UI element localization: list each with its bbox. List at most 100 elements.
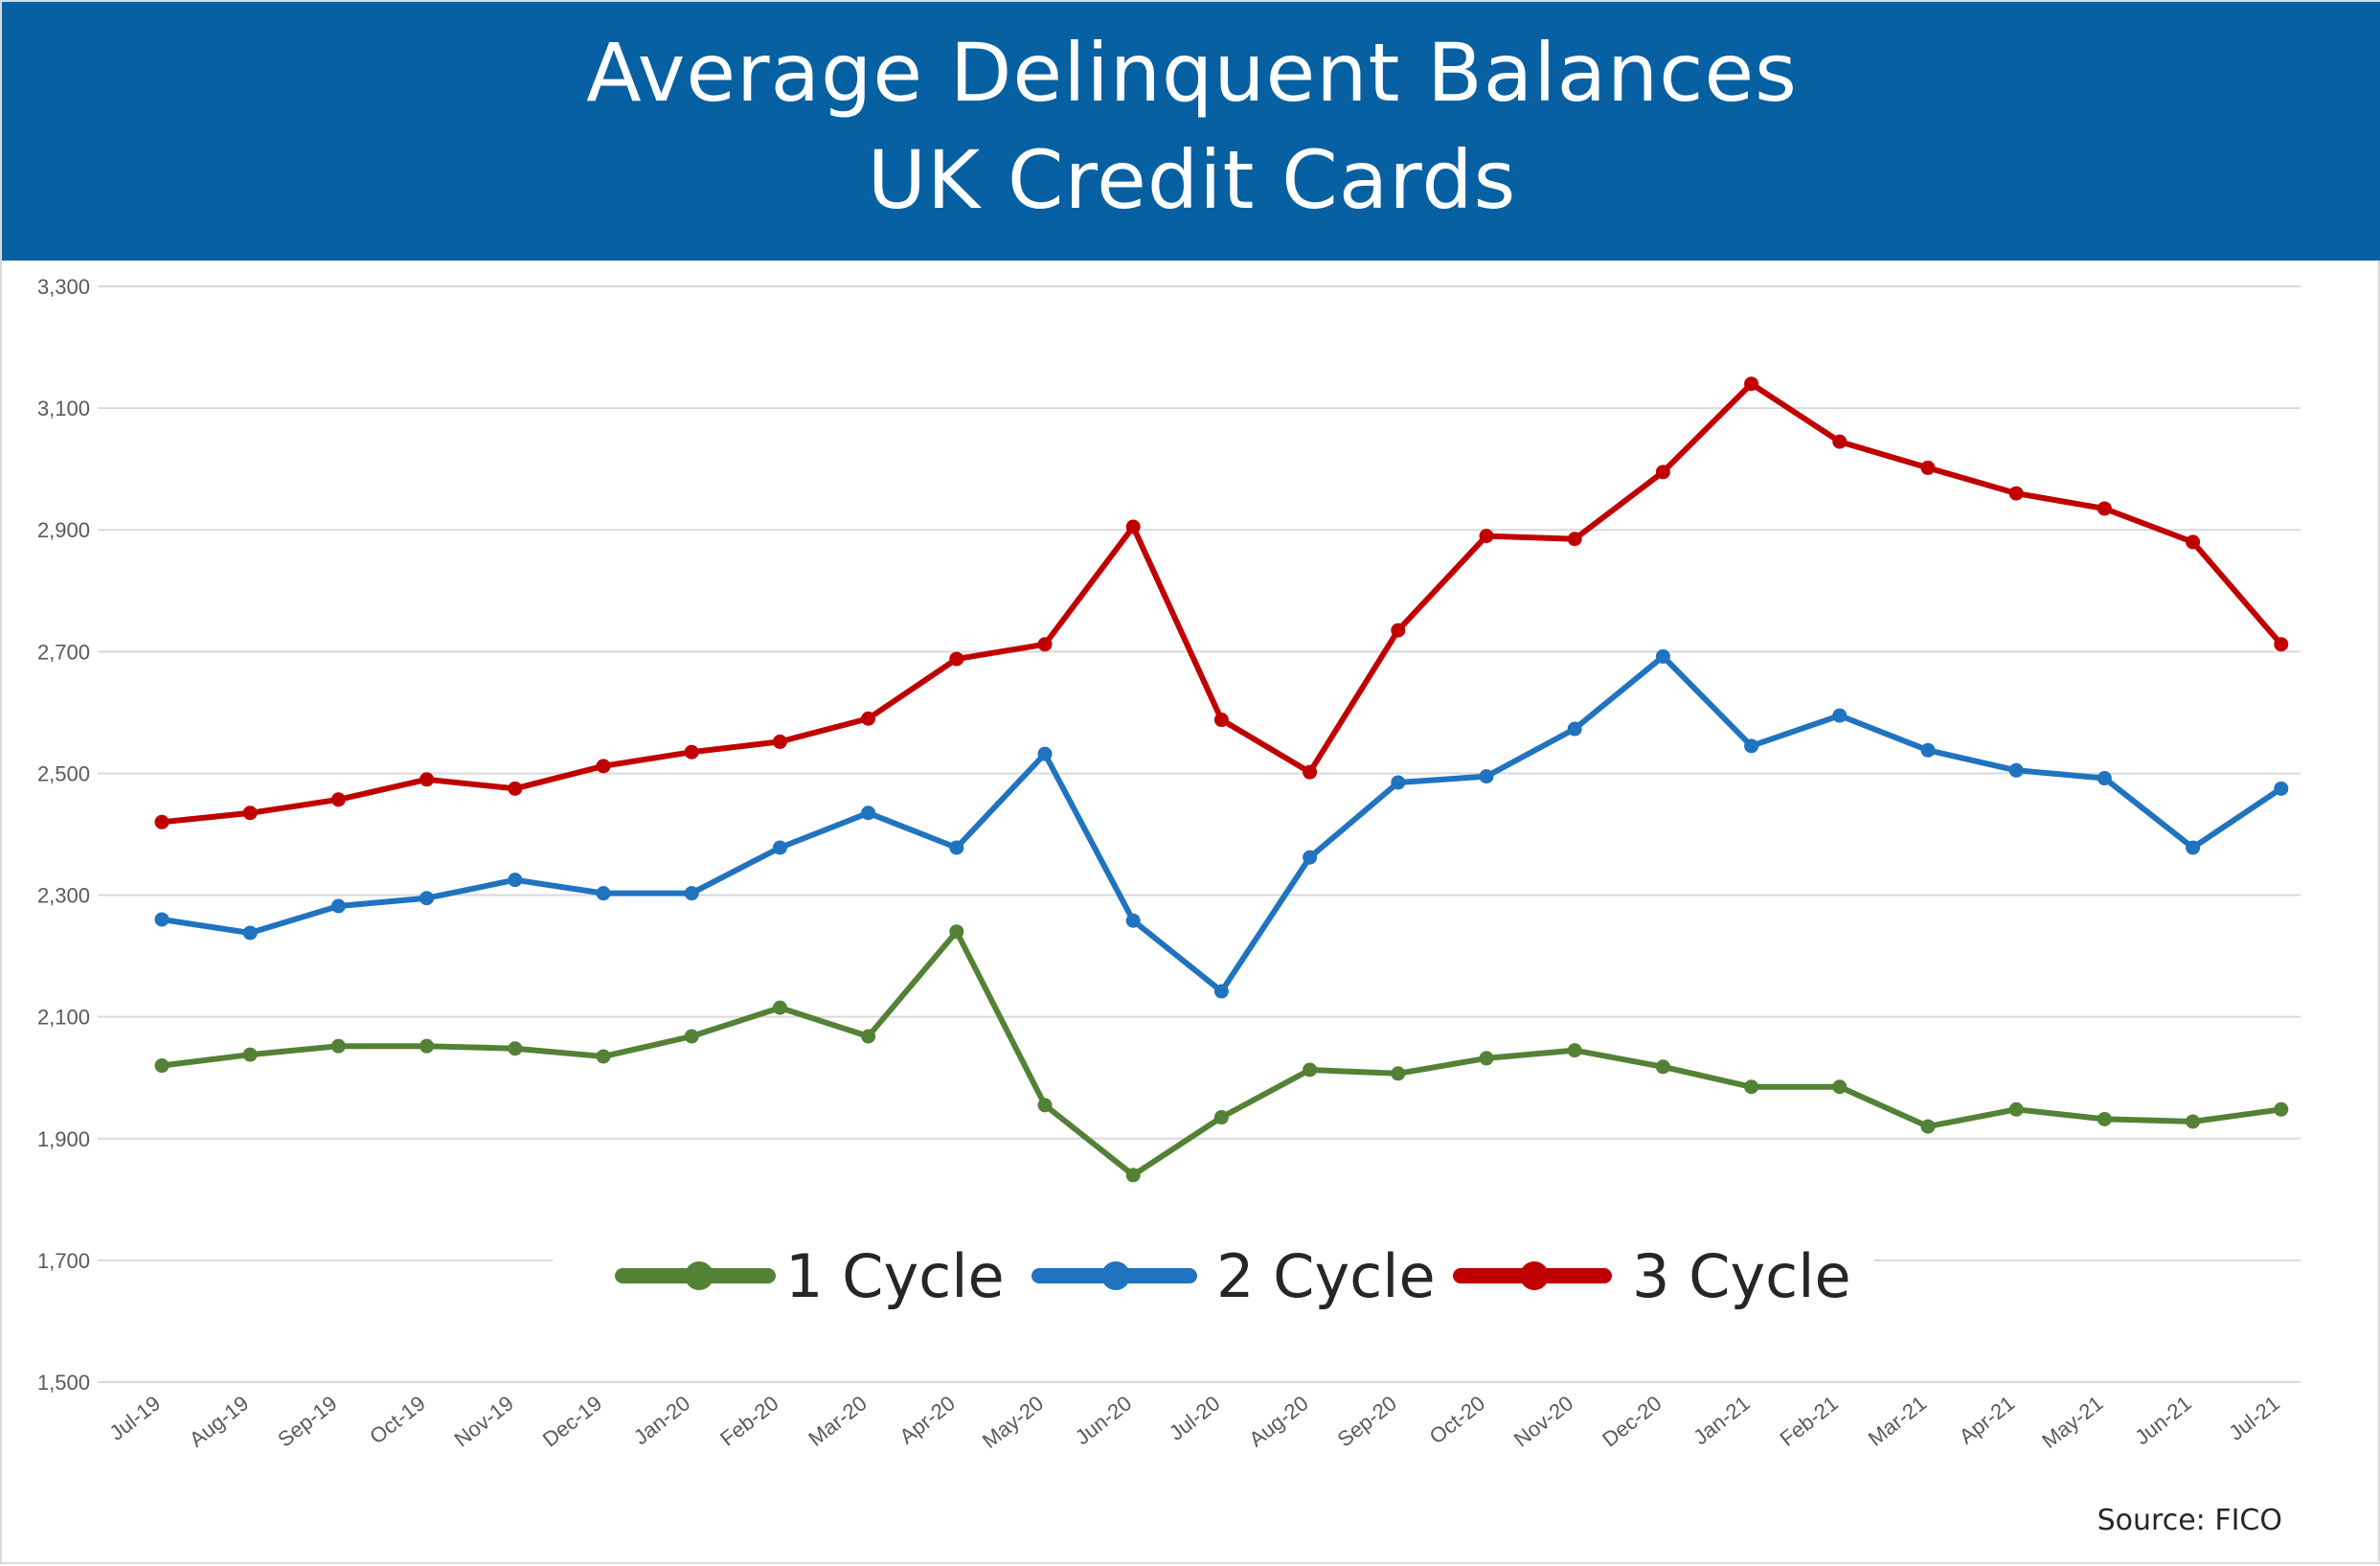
- data-point: [684, 744, 699, 760]
- data-point: [1832, 1079, 1847, 1095]
- data-point: [242, 1047, 258, 1062]
- data-point: [861, 711, 876, 726]
- chart-title-line1: Average Delinquent Balances: [586, 26, 1798, 120]
- data-point: [861, 1029, 876, 1044]
- legend-item-2-cycle: 2 Cycle: [1031, 1241, 1436, 1311]
- data-point: [1655, 1059, 1670, 1075]
- data-point: [1037, 637, 1053, 652]
- data-point: [419, 1038, 435, 1054]
- data-point: [330, 792, 346, 807]
- data-point: [596, 759, 611, 774]
- data-point: [1567, 721, 1582, 737]
- legend-swatch-marker: [1101, 1261, 1130, 1290]
- data-point: [1655, 648, 1670, 664]
- data-point: [1479, 529, 1494, 544]
- x-tick-label: Jul-21: [2224, 1391, 2284, 1445]
- x-tick-label: Jan-21: [1689, 1391, 1754, 1449]
- data-point: [1479, 1051, 1494, 1066]
- x-tick-label: Sep-20: [1333, 1391, 1401, 1451]
- data-point: [2274, 637, 2289, 652]
- legend-swatch-marker: [1520, 1261, 1549, 1290]
- x-tick-label: Mar-20: [804, 1391, 871, 1451]
- data-point: [684, 1029, 699, 1044]
- x-tick-label: Mar-21: [1864, 1391, 1931, 1451]
- data-point: [1920, 742, 1936, 758]
- data-point: [1391, 623, 1406, 638]
- data-point: [1213, 1110, 1229, 1125]
- data-point: [861, 806, 876, 821]
- x-tick-label: Feb-20: [715, 1391, 782, 1451]
- data-point: [1567, 1043, 1582, 1058]
- data-point: [2274, 781, 2289, 796]
- x-tick-label: Oct-20: [1425, 1391, 1489, 1448]
- data-point: [508, 1041, 523, 1056]
- x-tick-label: May-20: [978, 1391, 1048, 1453]
- chart-title-line2: UK Credit Cards: [867, 133, 1517, 227]
- gridlines: [98, 285, 2301, 1383]
- data-point: [2008, 1101, 2024, 1117]
- data-point: [2274, 1101, 2289, 1117]
- series-2-cycle: [154, 648, 2289, 999]
- title-banner: Average Delinquent Balances UK Credit Ca…: [2, 2, 2380, 261]
- series-3-cycle: [154, 376, 2289, 829]
- data-point: [2186, 1114, 2201, 1129]
- data-point: [1655, 465, 1670, 480]
- data-point: [1920, 460, 1936, 475]
- data-point: [419, 891, 435, 906]
- data-point: [949, 651, 964, 667]
- data-point: [154, 1058, 170, 1074]
- data-point: [330, 898, 346, 914]
- y-tick-label: 2,700: [37, 640, 90, 664]
- y-tick-label: 2,500: [37, 761, 90, 785]
- data-point: [2097, 771, 2112, 786]
- x-tick-label: Dec-20: [1598, 1391, 1666, 1451]
- x-tick-label: Nov-20: [1509, 1391, 1577, 1451]
- data-point: [1744, 1079, 1759, 1095]
- x-tick-label: May-21: [2037, 1391, 2107, 1453]
- data-point: [596, 1049, 611, 1064]
- legend: 1 Cycle 2 Cycle 3 Cycle: [553, 1216, 1874, 1331]
- data-point: [596, 886, 611, 901]
- series-line: [159, 653, 2284, 994]
- legend-item-1-cycle: 1 Cycle: [615, 1241, 1005, 1311]
- x-tick-label: Jul-20: [1165, 1391, 1225, 1445]
- legend-swatch-marker: [685, 1261, 714, 1290]
- y-tick-label: 1,500: [37, 1371, 90, 1395]
- x-tick-label: Nov-19: [450, 1391, 518, 1451]
- data-point: [1832, 708, 1847, 723]
- x-tick-label: Aug-20: [1244, 1391, 1312, 1451]
- data-point: [154, 814, 170, 829]
- data-point: [1125, 1168, 1141, 1183]
- data-point: [772, 1000, 787, 1015]
- data-point: [508, 873, 523, 888]
- data-point: [2008, 486, 2024, 501]
- series-1-cycle: [154, 924, 2289, 1183]
- data-point: [772, 734, 787, 749]
- data-point: [1303, 850, 1318, 865]
- x-tick-label: Apr-20: [895, 1391, 959, 1448]
- source-label: Source: FICO: [2097, 1504, 2282, 1537]
- x-tick-label: Jun-21: [2130, 1391, 2195, 1449]
- x-tick-label: Jan-20: [629, 1391, 694, 1449]
- x-tick-label: Jul-19: [104, 1391, 165, 1445]
- data-point: [508, 781, 523, 796]
- data-point: [1037, 1098, 1053, 1113]
- data-point: [949, 924, 964, 940]
- data-point: [2097, 1111, 2112, 1126]
- data-point: [1037, 746, 1053, 761]
- data-point: [1744, 738, 1759, 754]
- data-point: [1303, 1062, 1318, 1078]
- y-tick-label: 2,100: [37, 1006, 90, 1030]
- data-point: [1391, 1066, 1406, 1081]
- legend-item-3-cycle: 3 Cycle: [1453, 1241, 1851, 1311]
- data-point: [772, 840, 787, 855]
- y-tick-label: 3,300: [37, 275, 90, 299]
- y-tick-label: 3,100: [37, 397, 90, 420]
- data-point: [2008, 762, 2024, 778]
- legend-label: 2 Cycle: [1216, 1241, 1436, 1311]
- data-point: [330, 1038, 346, 1054]
- data-point: [684, 886, 699, 901]
- data-point: [1920, 1119, 1936, 1134]
